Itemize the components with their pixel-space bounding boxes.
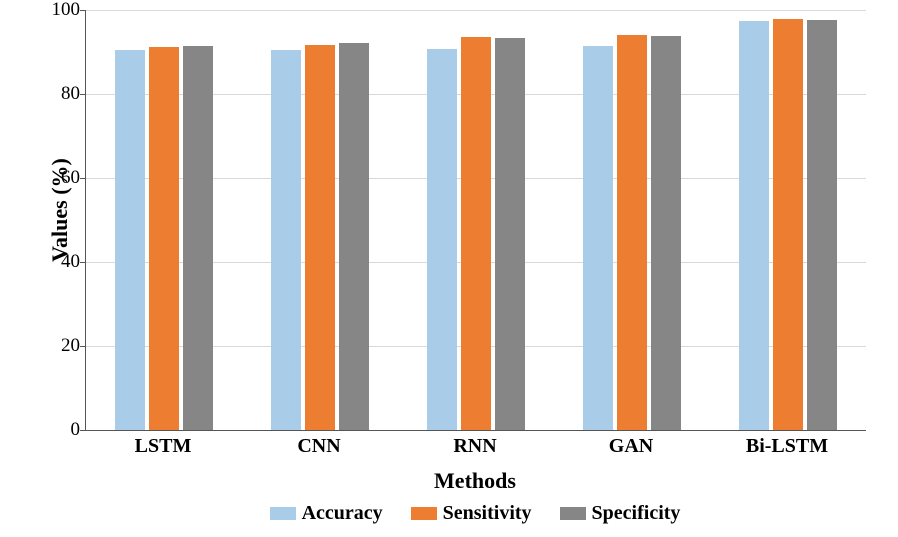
legend-swatch [560, 507, 586, 520]
y-tick-label: 60 [50, 167, 80, 189]
legend-item: Specificity [560, 502, 681, 525]
y-tick-label: 40 [50, 251, 80, 273]
bar-sensitivity [617, 35, 647, 430]
bar-specificity [339, 43, 369, 430]
y-tick-mark [80, 94, 85, 95]
y-tick-mark [80, 346, 85, 347]
bar-accuracy [115, 50, 145, 430]
legend-label: Sensitivity [443, 502, 532, 525]
legend-swatch [270, 507, 296, 520]
gridline [86, 10, 866, 11]
x-tick-label: CNN [297, 435, 340, 458]
y-tick-mark [80, 10, 85, 11]
legend-label: Accuracy [302, 502, 383, 525]
bar-sensitivity [461, 37, 491, 430]
y-tick-mark [80, 178, 85, 179]
bar-accuracy [583, 46, 613, 430]
bar-specificity [495, 38, 525, 430]
x-tick-label: Bi-LSTM [746, 435, 828, 458]
legend-item: Accuracy [270, 502, 383, 525]
x-tick-label: RNN [453, 435, 496, 458]
x-axis-label: Methods [85, 468, 865, 494]
legend: Accuracy Sensitivity Specificity [85, 502, 865, 526]
y-tick-mark [80, 262, 85, 263]
plot-area [85, 10, 866, 431]
legend-swatch [411, 507, 437, 520]
bar-sensitivity [149, 47, 179, 430]
y-tick-label: 0 [50, 419, 80, 441]
legend-label: Specificity [592, 502, 681, 525]
x-tick-label: GAN [609, 435, 653, 458]
y-tick-label: 100 [50, 0, 80, 21]
bar-sensitivity [773, 19, 803, 430]
y-tick-label: 80 [50, 83, 80, 105]
y-tick-mark [80, 430, 85, 431]
x-tick-label: LSTM [135, 435, 192, 458]
bar-accuracy [427, 49, 457, 430]
y-tick-label: 20 [50, 335, 80, 357]
bar-accuracy [739, 21, 769, 431]
bar-sensitivity [305, 45, 335, 430]
bar-specificity [807, 20, 837, 430]
bar-specificity [183, 46, 213, 430]
bar-accuracy [271, 50, 301, 430]
legend-item: Sensitivity [411, 502, 532, 525]
chart-container: Values (%) Methods AccuracySensitivitySp… [0, 0, 898, 537]
bar-specificity [651, 36, 681, 430]
